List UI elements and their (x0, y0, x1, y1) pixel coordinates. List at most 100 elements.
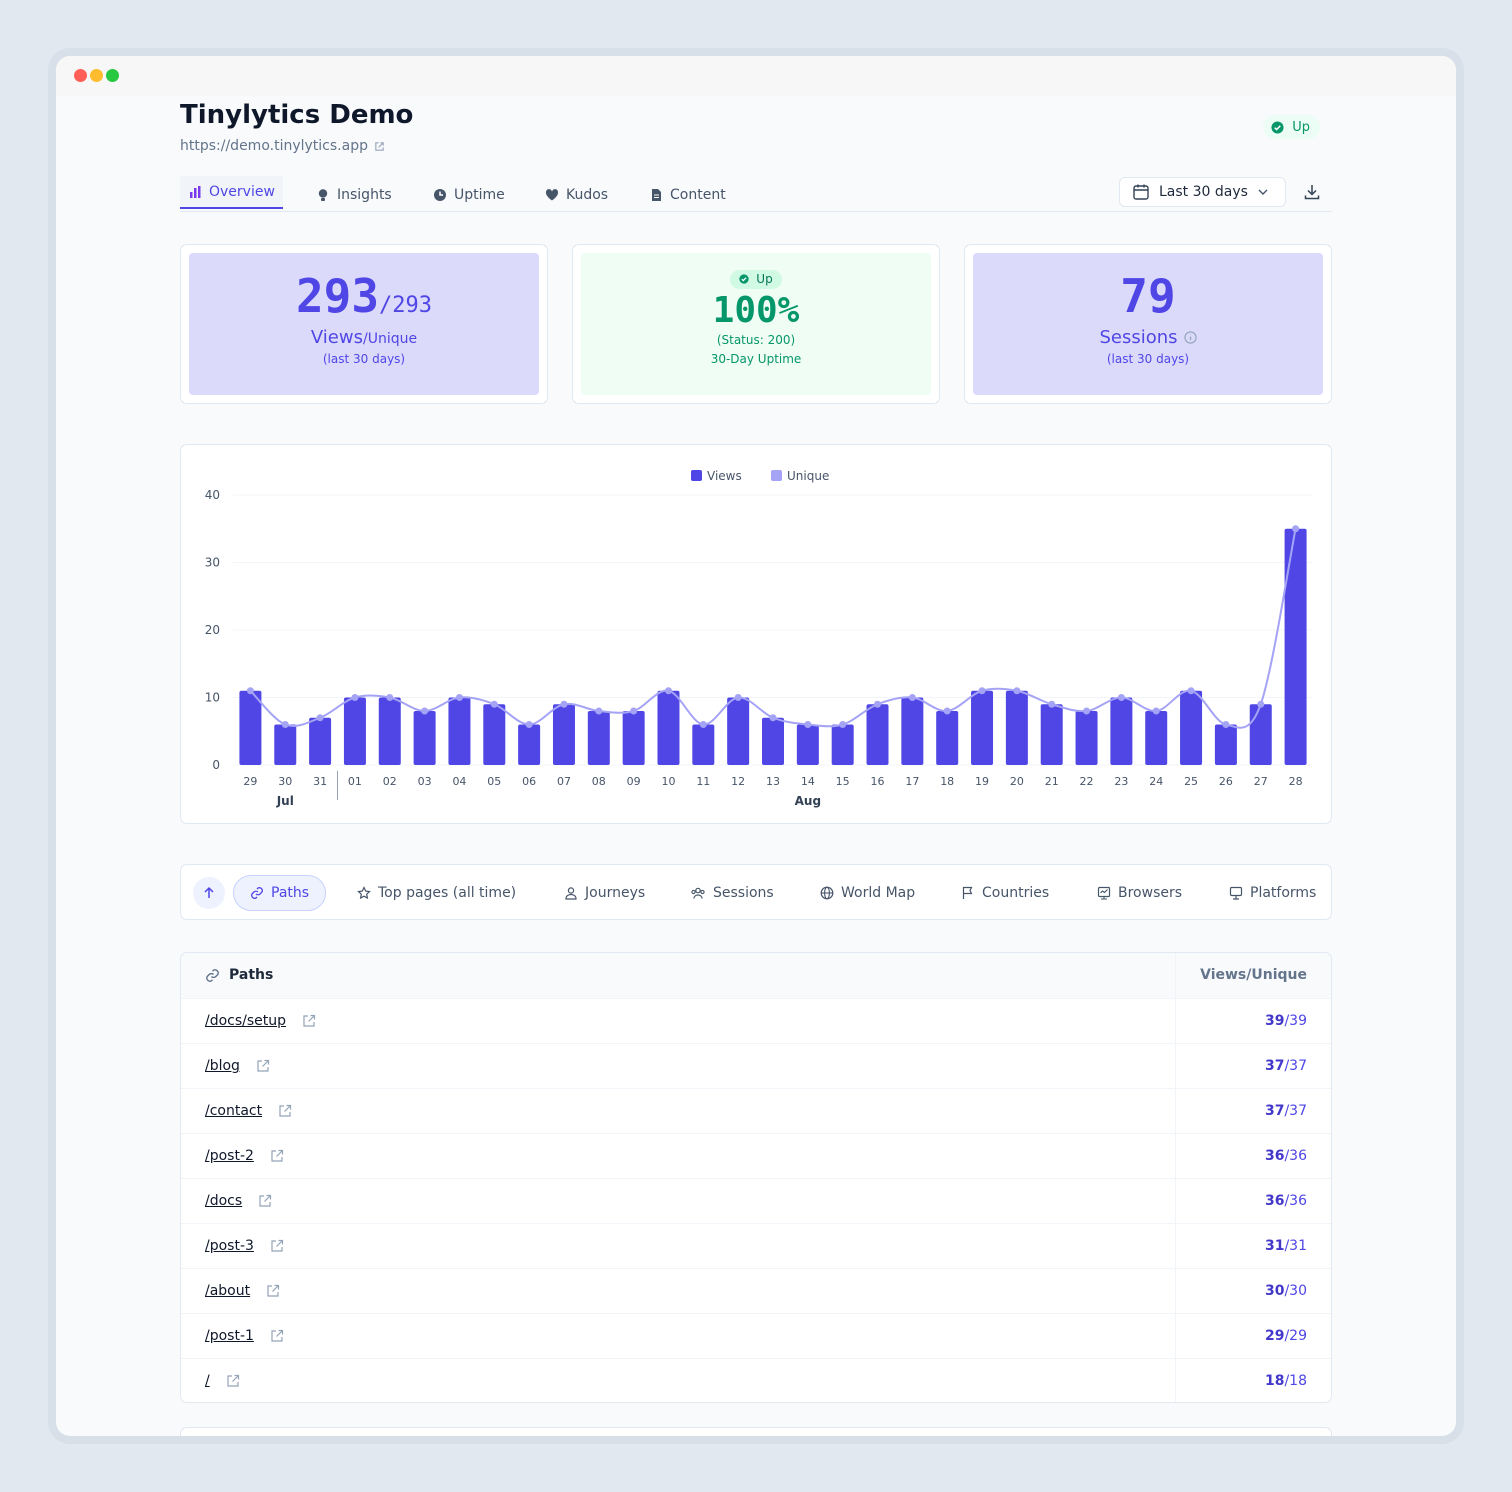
date-range-label: Last 30 days (1159, 184, 1248, 200)
subnav-world-map[interactable]: World Map (820, 875, 915, 911)
unique-point (1048, 700, 1056, 708)
x-tick-label: 22 (1080, 775, 1094, 788)
path-views: 37 (1264, 1103, 1285, 1119)
bar-views (692, 724, 715, 765)
user-icon (565, 887, 577, 900)
bar-views (448, 697, 471, 765)
arrow-up-icon (204, 886, 214, 898)
site-url-link[interactable]: https://demo.tinylytics.app (180, 138, 385, 154)
subnav-label: Browsers (1118, 885, 1183, 901)
bar-views (727, 697, 750, 765)
subnav-platforms[interactable]: Platforms (1229, 875, 1316, 911)
chart-card: Views Unique 0 10 20 30 40 29 30 31 01 02 03 04 05 06 07… (180, 444, 1332, 824)
sessions-value: 79 (1120, 269, 1176, 323)
unique-point (525, 721, 533, 728)
subnav-sessions[interactable]: Sessions (690, 875, 774, 911)
path-link[interactable]: /post-3 (205, 1238, 254, 1254)
unique-point (490, 700, 498, 708)
bar-views (378, 697, 401, 765)
legend-label: Unique (787, 469, 829, 483)
bar-views (518, 724, 541, 765)
path-views: 31 (1264, 1238, 1285, 1254)
table-row: /docs 36/36 (181, 1178, 1331, 1223)
paths-table: Paths Views/Unique /docs/setup 39/39/blog… (180, 952, 1332, 1403)
external-link-icon[interactable] (226, 1374, 240, 1388)
path-link[interactable]: /post-1 (205, 1328, 254, 1344)
views-value: 293 (295, 269, 380, 323)
unique-point (839, 721, 847, 728)
date-range-select[interactable]: Last 30 days (1119, 177, 1286, 207)
external-link-icon[interactable] (270, 1149, 284, 1163)
scroll-up-button[interactable] (193, 877, 225, 909)
external-link-icon[interactable] (278, 1104, 292, 1118)
path-views: 36 (1264, 1148, 1285, 1164)
subnav-label: Platforms (1250, 885, 1317, 901)
y-tick-label: 20 (205, 623, 220, 637)
path-unique: /29 (1284, 1328, 1307, 1344)
download-button[interactable] (1300, 180, 1324, 204)
bar-views (1214, 724, 1237, 765)
uptime-stat-card: Up 100% (Status: 200) 30-Day Uptime (572, 244, 940, 404)
path-link[interactable]: /post-2 (205, 1148, 254, 1164)
x-tick-label: 20 (1010, 775, 1024, 788)
clock-icon (434, 189, 446, 201)
subnav-top-pages[interactable]: Top pages (all time) (357, 875, 516, 911)
subnav-paths[interactable]: Paths (233, 875, 327, 911)
x-tick-label: 23 (1114, 775, 1128, 788)
external-link-icon[interactable] (270, 1329, 284, 1343)
external-link-icon[interactable] (302, 1014, 316, 1028)
bar-views (762, 717, 784, 765)
subnav-countries[interactable]: Countries (961, 875, 1049, 911)
subnav-journeys[interactable]: Journeys (564, 875, 645, 911)
bar-views (831, 724, 854, 765)
path-link[interactable]: /blog (205, 1058, 240, 1074)
x-tick-label: 17 (905, 775, 919, 788)
paths-rows: /docs/setup 39/39/blog 37/37/contact 37/37/… (181, 998, 1331, 1402)
path-link[interactable]: /about (205, 1283, 251, 1299)
external-link-icon[interactable] (266, 1284, 280, 1298)
tab-label: Kudos (566, 187, 609, 203)
tab-insights[interactable]: Insights (308, 178, 400, 212)
tab-kudos[interactable]: Kudos (537, 178, 616, 212)
unique-point (1222, 721, 1230, 728)
external-link-icon[interactable] (270, 1239, 284, 1253)
external-link-icon[interactable] (258, 1194, 272, 1208)
link-icon (251, 887, 263, 899)
unique-point (421, 707, 429, 715)
uptime-badge-text: Up (756, 272, 773, 286)
views-stat-card: 293/293 Views/Unique (last 30 days) (180, 244, 548, 404)
path-link[interactable]: /docs/setup (205, 1013, 287, 1029)
subnav-browsers[interactable]: Browsers (1097, 875, 1182, 911)
minimize-window-button[interactable] (90, 69, 103, 82)
info-icon[interactable] (1183, 331, 1197, 344)
unique-point (734, 694, 742, 701)
external-link-icon[interactable] (256, 1059, 270, 1073)
table-row: /post-1 29/29 (181, 1313, 1331, 1358)
path-unique: /37 (1284, 1058, 1307, 1074)
x-tick-label: 30 (278, 775, 292, 788)
document-icon (652, 189, 661, 201)
table-row: /about 30/30 (181, 1268, 1331, 1313)
x-tick-label: 15 (836, 775, 850, 788)
path-views: 30 (1264, 1283, 1285, 1299)
tab-content[interactable]: Content (642, 178, 734, 212)
path-unique: /39 (1284, 1013, 1307, 1029)
tab-overview[interactable]: Overview (180, 176, 283, 209)
maximize-window-button[interactable] (106, 69, 119, 82)
sessions-stat-card: 79 Sessions (last 30 days) (964, 244, 1332, 404)
bar-views (274, 724, 297, 765)
heart-icon (545, 189, 559, 201)
bar-views (901, 697, 924, 765)
unique-label: /Unique (362, 331, 418, 347)
unique-point (1117, 694, 1125, 701)
check-circle-icon (739, 274, 749, 284)
path-link[interactable]: /docs (205, 1193, 243, 1209)
close-window-button[interactable] (74, 69, 87, 82)
bar-views (1249, 704, 1272, 765)
x-tick-label: 09 (627, 775, 641, 788)
subnav-label: World Map (841, 885, 916, 901)
path-link[interactable]: /contact (205, 1103, 263, 1119)
tab-uptime[interactable]: Uptime (425, 178, 513, 212)
path-link[interactable]: / (205, 1373, 210, 1389)
x-tick-label: 03 (418, 775, 432, 788)
